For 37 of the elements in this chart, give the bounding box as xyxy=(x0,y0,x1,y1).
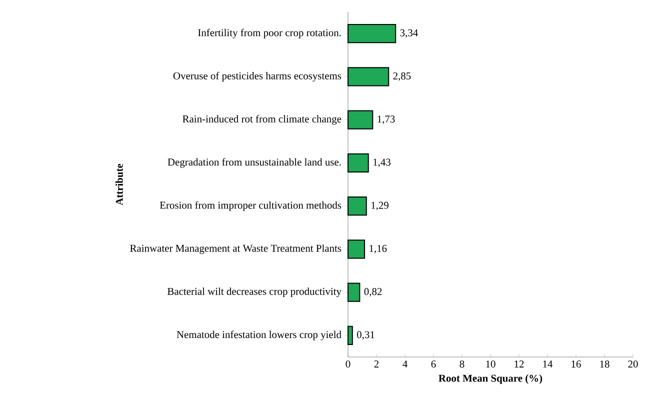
bar xyxy=(348,240,366,259)
x-tick-label: 14 xyxy=(543,360,553,368)
data-label: 1,43 xyxy=(374,158,390,168)
x-tick-label: 18 xyxy=(600,360,610,368)
data-label: 1,73 xyxy=(378,116,395,124)
data-label: 1,29 xyxy=(372,202,388,210)
bar xyxy=(348,196,367,216)
x-tick-label: 16 xyxy=(572,360,581,368)
x-tick-label: 8 xyxy=(460,360,464,368)
x-tick-label: 6 xyxy=(431,360,436,368)
y-axis-title: Attribute xyxy=(116,164,123,206)
y-tick-label: Rain-induced rot from climate change xyxy=(182,115,342,125)
x-tick-label: 4 xyxy=(402,360,408,368)
data-label: 3,34 xyxy=(400,29,418,38)
x-axis-title: Root Mean Square (%) xyxy=(438,374,542,384)
x-tick-label: 2 xyxy=(374,360,379,368)
y-tick-label: Nematode infestation lowers crop yield xyxy=(176,330,342,340)
y-tick-label: Rainwater Management at Waste Treatment Plants xyxy=(130,244,342,254)
data-label: 0,31 xyxy=(357,331,374,340)
data-label: 2,85 xyxy=(393,72,411,81)
y-tick-label: Overuse of pesticides harms ecosystems xyxy=(173,72,342,82)
bar xyxy=(348,153,369,172)
data-label: 0,82 xyxy=(364,288,382,297)
x-tick-label: 10 xyxy=(486,360,496,368)
bar xyxy=(348,110,374,130)
bar xyxy=(348,24,396,44)
y-tick-label: Infertility from poor crop rotation. xyxy=(198,28,341,38)
y-tick-label: Erosion from improper cultivation methods xyxy=(160,201,342,211)
x-tick-label: 20 xyxy=(628,360,638,368)
x-tick-label: 0 xyxy=(346,360,350,368)
x-tick-label: 12 xyxy=(514,360,524,368)
bar xyxy=(348,282,360,302)
bar xyxy=(348,326,353,345)
data-label: 1,16 xyxy=(370,244,387,254)
bar xyxy=(348,67,390,86)
y-tick-label: Degradation from unsustainable land use. xyxy=(168,158,341,168)
y-tick-label: Bacterial wilt decreases crop productivity xyxy=(167,288,342,298)
